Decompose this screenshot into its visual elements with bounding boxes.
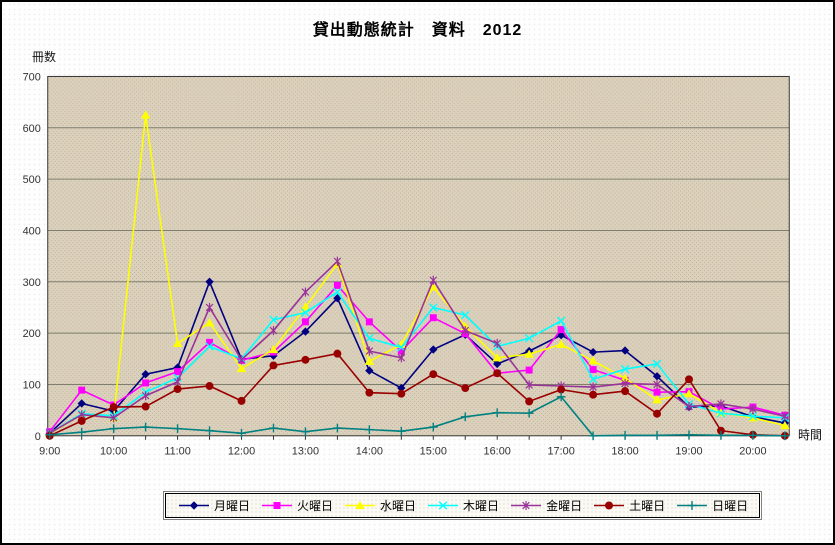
y-tick-label: 100 (23, 379, 41, 391)
y-tick-label: 700 (23, 71, 41, 83)
legend-item-wednesday: 水曜日 (340, 497, 419, 514)
x-tick-label: 17:00 (547, 446, 574, 458)
chart-title: 貸出動態統計 資料 2012 (312, 22, 523, 39)
legend-item-thursday: 木曜日 (423, 497, 502, 514)
x-tick-label: 13:00 (292, 446, 319, 458)
legend-marker-tuesday (262, 502, 293, 509)
legend-label-wednesday: 水曜日 (380, 499, 417, 513)
legend-item-sunday: 日曜日 (672, 497, 751, 514)
series-wednesday-line (49, 114, 786, 435)
legend-marker-sunday (677, 501, 708, 510)
y-tick-label: 500 (23, 174, 41, 186)
plot-area (47, 76, 790, 436)
x-tick-label: 14:00 (356, 446, 383, 458)
x-tick-label: 9:00 (39, 446, 60, 458)
series-tuesday-line (49, 284, 786, 433)
legend: 月曜日 火曜日 水曜日 木曜日 金曜日 土曜日 日曜日 (163, 491, 763, 520)
legend-marker-wednesday (345, 500, 376, 510)
series-saturday (45, 349, 789, 440)
legend-item-tuesday: 火曜日 (257, 497, 336, 514)
legend-marker-monday (179, 501, 209, 510)
x-tick-label: 20:00 (739, 446, 766, 458)
legend-item-saturday: 土曜日 (589, 497, 668, 514)
legend-marker-saturday (594, 501, 625, 510)
x-tick-label: 19:00 (675, 446, 702, 458)
x-tick-label: 16:00 (484, 446, 511, 458)
legend-label-monday: 月曜日 (214, 499, 251, 513)
plot-border (47, 75, 790, 437)
x-tick-label: 18:00 (611, 446, 638, 458)
y-tick-label: 400 (23, 225, 41, 237)
legend-label-tuesday: 火曜日 (297, 499, 334, 513)
y-tick-label: 600 (23, 123, 41, 135)
legend-label-friday: 金曜日 (546, 499, 583, 513)
x-tick-label: 11:00 (164, 446, 190, 458)
legend-marker-friday (511, 500, 542, 511)
legend-marker-thursday (428, 501, 459, 510)
y-tick-label: 0 (35, 431, 41, 443)
series-monday-line (49, 279, 786, 434)
series-sunday (45, 392, 790, 441)
x-axis-unit-label: 時間 (798, 428, 823, 442)
x-tick-label: 10:00 (100, 446, 127, 458)
x-tick-label: 15:00 (420, 446, 447, 458)
series-saturday-line (49, 352, 785, 437)
legend-label-sunday: 日曜日 (712, 499, 749, 513)
y-axis-unit-label: 冊数 (32, 50, 57, 64)
y-tick-label: 200 (23, 328, 41, 340)
legend-label-thursday: 木曜日 (463, 499, 500, 513)
series-sunday-line (49, 395, 785, 437)
legend-label-saturday: 土曜日 (629, 499, 666, 513)
series-thursday-line (49, 290, 785, 434)
y-tick-label: 300 (23, 277, 41, 289)
legend-item-friday: 金曜日 (506, 497, 585, 514)
series-friday-line (49, 259, 786, 434)
x-tick-label: 12:00 (228, 446, 255, 458)
legend-item-monday: 月曜日 (174, 497, 253, 514)
